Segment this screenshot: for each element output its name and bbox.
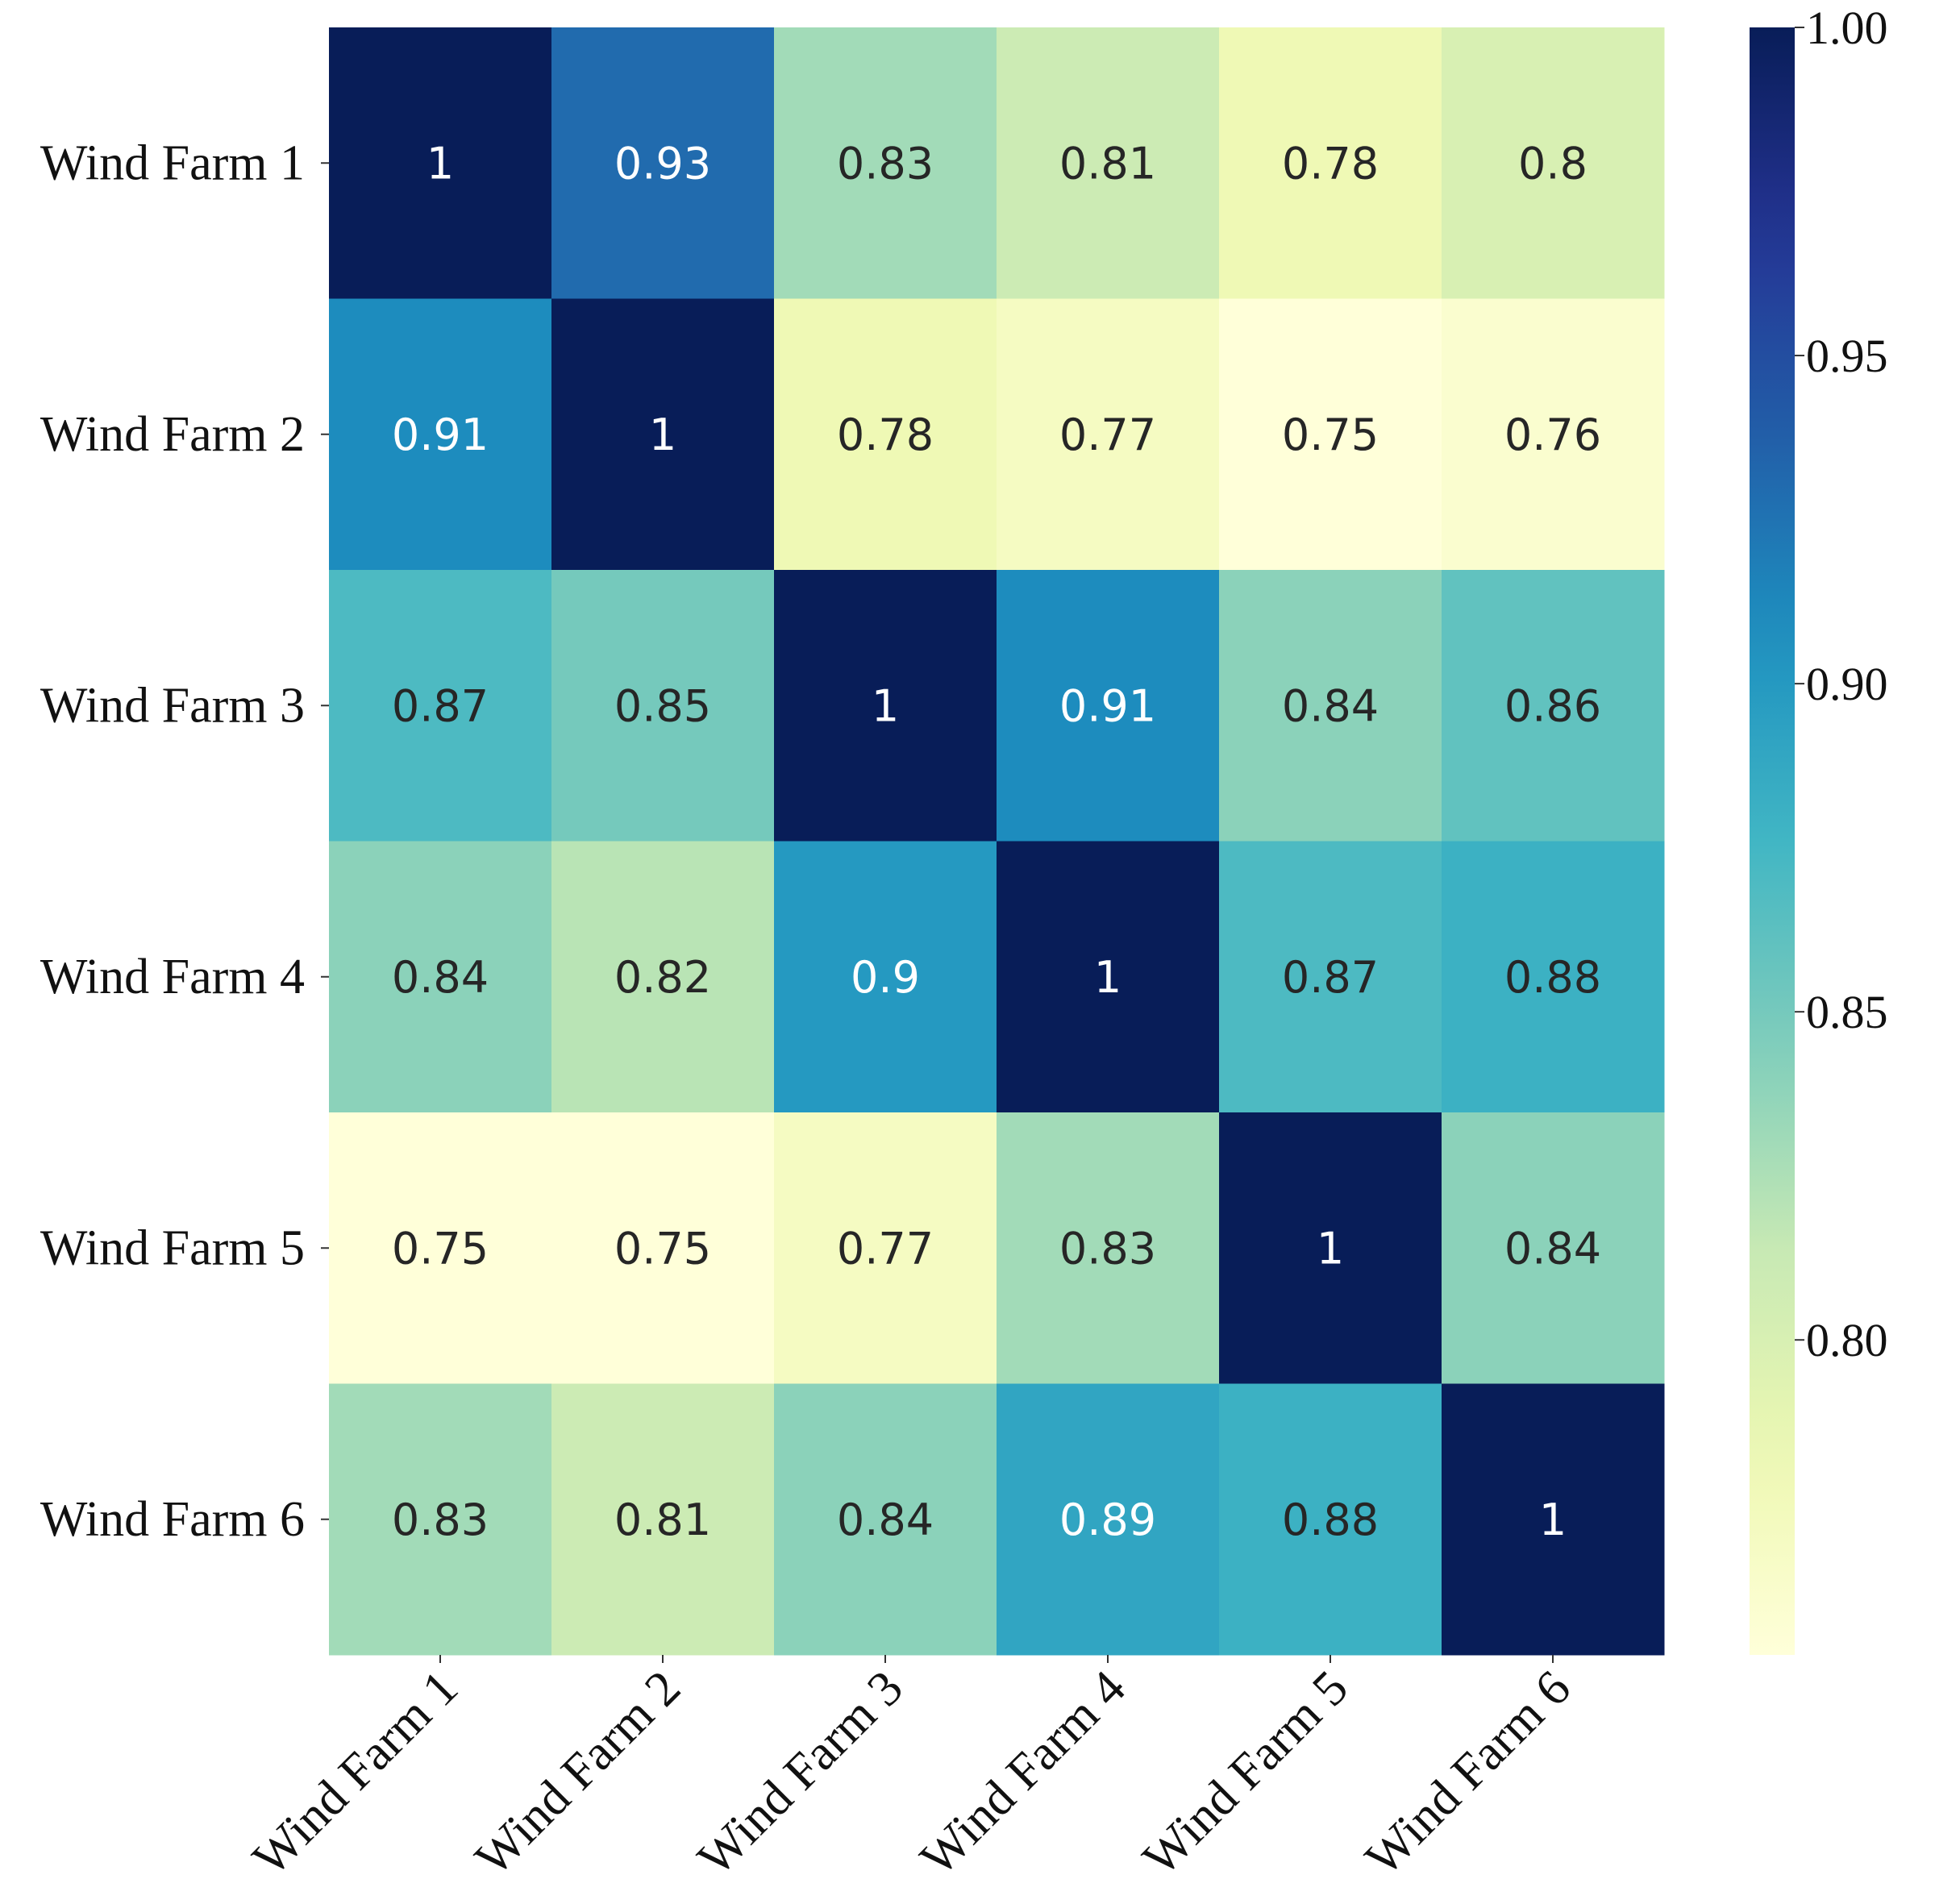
colorbar-tick-label: 0.80	[1806, 1314, 1888, 1366]
x-tick-label: Wind Farm 5	[1133, 1661, 1359, 1886]
heatmap-cell	[774, 298, 997, 571]
heatmap-cell	[551, 1112, 775, 1384]
cell-value-label: 0.89	[1059, 1495, 1156, 1545]
x-tick-label: Wind Farm 6	[1355, 1661, 1581, 1886]
colorbar-tick-label: 0.85	[1806, 986, 1888, 1038]
heatmap-cell	[551, 1383, 775, 1656]
heatmap-cell	[1219, 1112, 1442, 1384]
heatmap-cells	[329, 27, 1665, 1656]
y-axis-tick-labels: Wind Farm 1 Wind Farm 2 Wind Farm 3 Wind Fa…	[40, 135, 329, 1547]
colorbar-gradient	[1750, 27, 1795, 1655]
y-tick-label: Wind Farm 4	[40, 950, 305, 1004]
heatmap-cell	[551, 27, 775, 299]
cell-value-label: 0.83	[1059, 1223, 1156, 1274]
cell-value-label: 1	[872, 680, 899, 731]
cell-value-label: 0.81	[1059, 138, 1156, 189]
heatmap-cell	[329, 1112, 552, 1384]
cell-value-label: 1	[1539, 1495, 1567, 1545]
colorbar-tick-label: 1.00	[1806, 2, 1888, 54]
cell-value-label: 0.84	[1504, 1223, 1601, 1274]
heatmap-cell	[1219, 570, 1442, 842]
cell-value-label: 1	[1094, 952, 1121, 1003]
heatmap-cell	[1442, 298, 1665, 571]
heatmap-cell	[551, 570, 775, 842]
heatmap-cell	[774, 841, 997, 1113]
heatmap-cell	[329, 1383, 552, 1656]
colorbar-tick-label: 0.95	[1806, 330, 1888, 382]
heatmap-cell	[1219, 841, 1442, 1113]
cell-value-label: 0.8	[1518, 138, 1588, 189]
heatmap-cell	[329, 27, 552, 299]
cell-value-label: 0.85	[614, 680, 711, 731]
heatmap-cell	[1442, 841, 1665, 1113]
x-tick-label: Wind Farm 1	[243, 1661, 468, 1886]
heatmap-cell	[997, 1383, 1220, 1656]
cell-value-label: 0.91	[1059, 680, 1156, 731]
cell-value-label: 0.87	[392, 680, 489, 731]
heatmap-cell	[774, 1383, 997, 1656]
heatmap-cell	[774, 27, 997, 299]
y-tick-label: Wind Farm 2	[40, 407, 305, 462]
cell-value-label: 0.75	[1282, 409, 1379, 460]
heatmap-cell	[1219, 1383, 1442, 1656]
cell-value-label: 0.84	[392, 952, 489, 1003]
x-tick-label: Wind Farm 3	[688, 1661, 913, 1886]
cell-value-label: 0.87	[1282, 952, 1379, 1003]
cell-value-label: 0.77	[837, 1223, 934, 1274]
cell-value-label: 0.75	[614, 1223, 711, 1274]
heatmap-cell	[1442, 1383, 1665, 1656]
cell-value-label: 0.84	[1282, 680, 1379, 731]
heatmap-cell	[997, 298, 1220, 571]
heatmap-cell	[329, 570, 552, 842]
cell-value-label: 1	[649, 409, 676, 460]
heatmap-cell	[997, 1112, 1220, 1384]
heatmap-cell	[774, 1112, 997, 1384]
heatmap-cell	[997, 570, 1220, 842]
x-tick-label: Wind Farm 4	[910, 1661, 1136, 1886]
cell-value-label: 0.86	[1504, 680, 1601, 731]
heatmap-cell	[1442, 1112, 1665, 1384]
heatmap-cell	[997, 841, 1220, 1113]
colorbar-tick-label: 0.90	[1806, 658, 1888, 710]
cell-value-label: 0.9	[851, 952, 920, 1003]
cell-value-label: 0.88	[1504, 952, 1601, 1003]
y-tick-label: Wind Farm 5	[40, 1220, 305, 1275]
cell-value-label: 0.82	[614, 952, 711, 1003]
heatmap-cell	[1219, 298, 1442, 571]
heatmap-cell	[329, 298, 552, 571]
heatmap-cell	[1219, 27, 1442, 299]
heatmap-cell-labels: 1 0.93 0.83 0.81 0.78 0.80.91 1 0.78 0.77 0.75 0.7…	[392, 138, 1601, 1545]
cell-value-label: 0.88	[1282, 1495, 1379, 1545]
cell-value-label: 1	[1317, 1223, 1344, 1274]
cell-value-label: 1	[427, 138, 454, 189]
cell-value-label: 0.77	[1059, 409, 1156, 460]
y-tick-label: Wind Farm 1	[40, 135, 305, 190]
x-tick-label: Wind Farm 2	[465, 1661, 691, 1886]
cell-value-label: 0.78	[837, 409, 934, 460]
heatmap-cell	[997, 27, 1220, 299]
cell-value-label: 0.91	[392, 409, 489, 460]
cell-value-label: 0.81	[614, 1495, 711, 1545]
heatmap-cell	[551, 841, 775, 1113]
cell-value-label: 0.93	[614, 138, 711, 189]
cell-value-label: 0.76	[1504, 409, 1601, 460]
heatmap-cell	[329, 841, 552, 1113]
colorbar: 0.80 0.85 0.90 0.95 1.00	[1750, 2, 1888, 1655]
cell-value-label: 0.78	[1282, 138, 1379, 189]
cell-value-label: 0.83	[392, 1495, 489, 1545]
y-tick-label: Wind Farm 3	[40, 678, 305, 733]
heatmap-cell	[551, 298, 775, 571]
y-tick-label: Wind Farm 6	[40, 1492, 305, 1547]
heatmap-cell	[774, 570, 997, 842]
heatmap-cell	[1442, 570, 1665, 842]
heatmap-cell	[1442, 27, 1665, 299]
cell-value-label: 0.84	[837, 1495, 934, 1545]
cell-value-label: 0.75	[392, 1223, 489, 1274]
cell-value-label: 0.83	[837, 138, 934, 189]
